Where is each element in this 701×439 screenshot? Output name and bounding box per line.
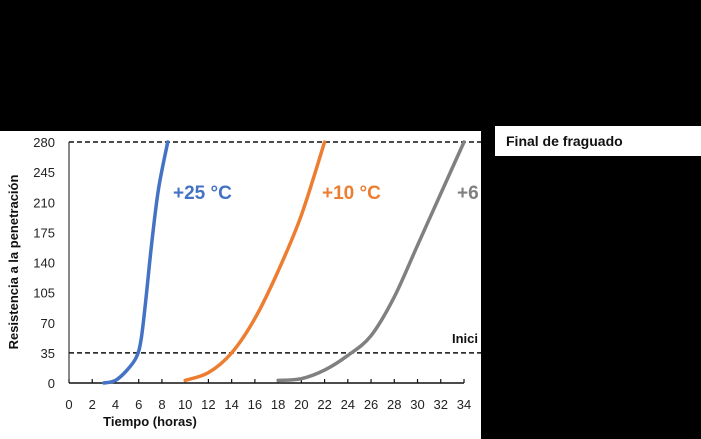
x-tick-label: 32 [434,397,448,412]
series-label-1: +10 °C [322,183,381,204]
y-tick-label: 35 [41,346,55,361]
x-tick-label: 30 [410,397,424,412]
y-tick-label: 175 [33,225,55,240]
occluding-panel [481,157,701,439]
x-tick-label: 0 [65,397,72,412]
x-axis-title: Tiempo (horas) [103,414,197,429]
final-de-fraguado-label: Final de fraguado [495,126,701,156]
x-tick-label: 28 [387,397,401,412]
plot-background [0,131,481,439]
series-line-2 [276,140,466,383]
inicio-label: Inici [452,331,478,346]
y-tick-label: 210 [33,195,55,210]
y-tick-label: 0 [48,376,55,391]
x-tick-label: 20 [294,397,308,412]
x-tick-label: 2 [89,397,96,412]
x-tick-label: 16 [248,397,262,412]
x-tick-label: 10 [178,397,192,412]
y-tick-label: 105 [33,286,55,301]
y-tick-label: 70 [41,316,55,331]
y-tick-label: 280 [33,135,55,150]
y-tick-label: 140 [33,256,55,271]
y-axis-title: Resistencia a la penetración [6,175,21,350]
y-tick-label: 245 [33,165,55,180]
x-tick-label: 18 [271,397,285,412]
series-line-1 [183,140,327,383]
x-tick-label: 26 [364,397,378,412]
x-tick-label: 14 [224,397,238,412]
x-tick-label: 6 [135,397,142,412]
x-tick-label: 24 [341,397,355,412]
x-tick-label: 4 [112,397,119,412]
x-tick-label: 22 [317,397,331,412]
series-line-0 [102,140,170,385]
x-tick-label: 12 [201,397,215,412]
x-tick-label: 34 [457,397,471,412]
x-tick-label: 8 [158,397,165,412]
series-label-0: +25 °C [173,183,232,204]
